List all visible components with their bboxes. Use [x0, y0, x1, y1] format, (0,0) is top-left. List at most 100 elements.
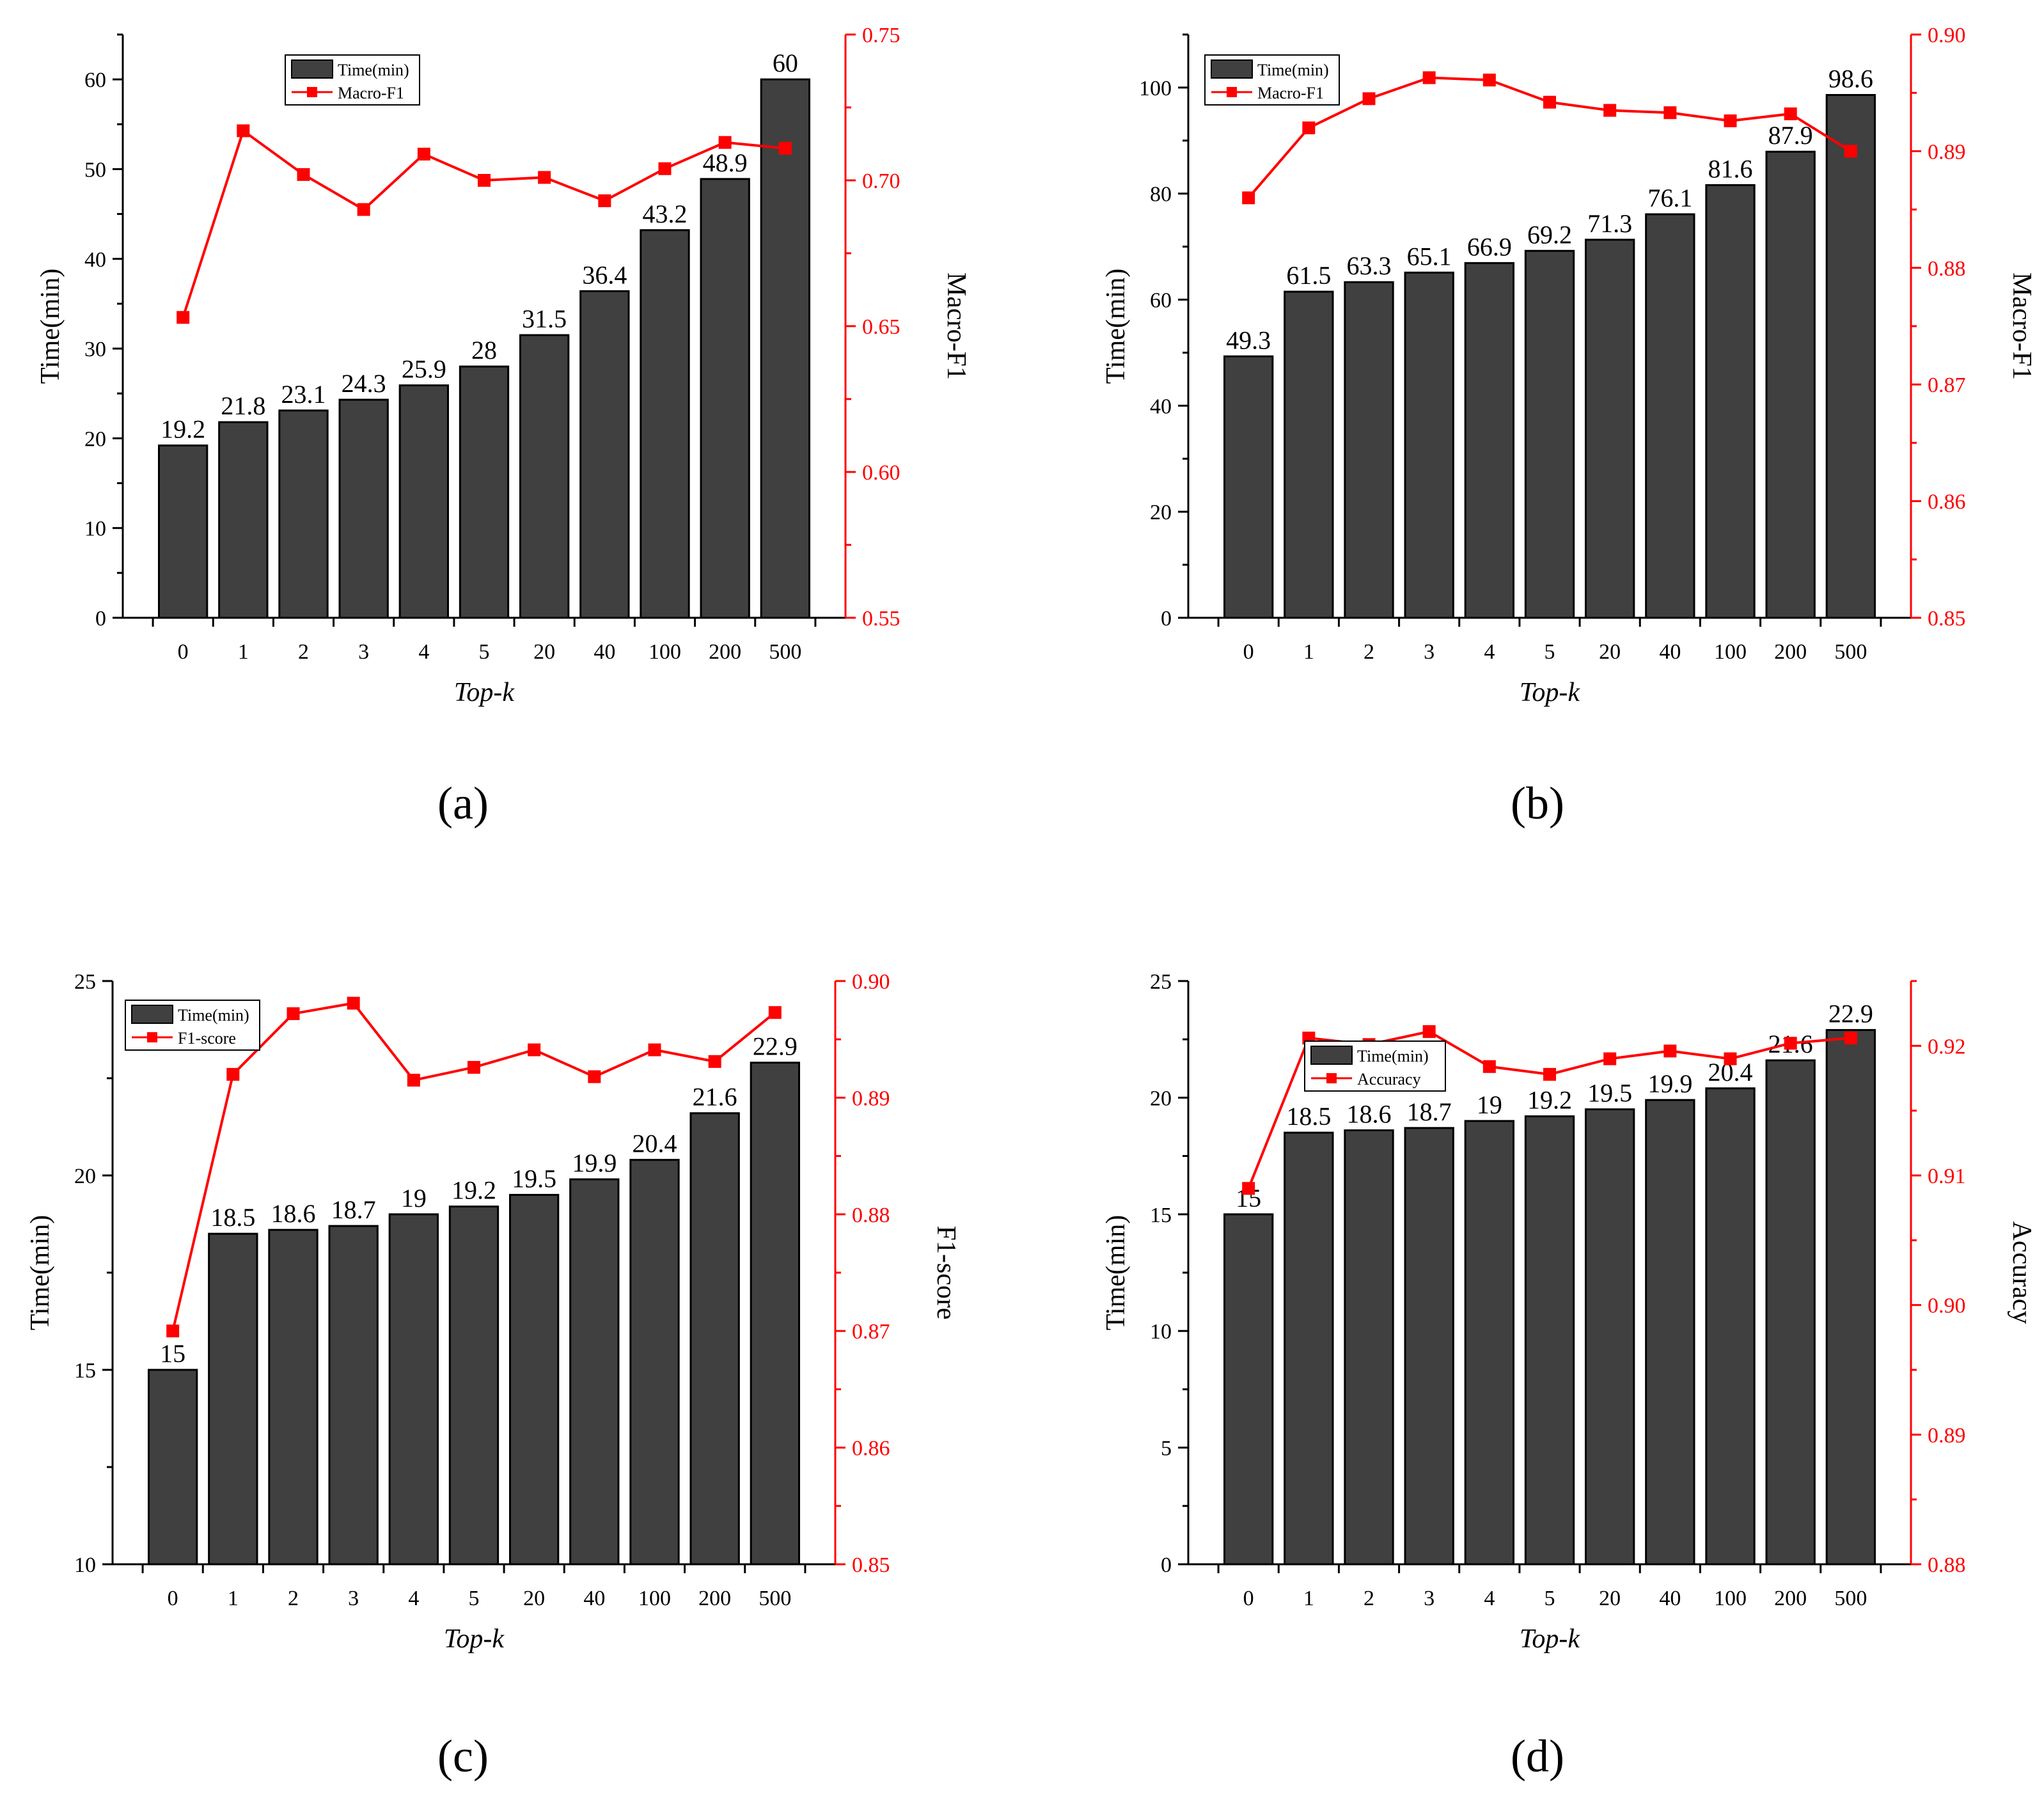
y2-tick-label: 0.86 — [1928, 491, 1966, 514]
x-tick-label: 3 — [358, 640, 369, 664]
line-point — [1603, 104, 1617, 117]
bar-value-label: 19.5 — [512, 1164, 556, 1193]
x-tick-label: 20 — [533, 640, 555, 664]
bar — [218, 421, 269, 619]
line-point — [538, 171, 551, 184]
x-tick-label: 20 — [1599, 640, 1621, 664]
bar-value-label: 21.8 — [221, 391, 265, 420]
bar — [569, 1178, 620, 1566]
legend-line-marker — [1227, 87, 1237, 97]
bar-value-label: 19.2 — [161, 415, 205, 444]
line-point — [1724, 114, 1737, 127]
bar — [1765, 1059, 1816, 1566]
line-point — [598, 194, 611, 207]
legend-bar-label: Time(min) — [1257, 61, 1329, 79]
x-axis-title: Top-k — [1520, 1624, 1580, 1654]
x-tick-label: 40 — [583, 1587, 605, 1610]
y-tick-label: 60 — [1150, 289, 1172, 313]
legend: Time(min) F1-score — [125, 1000, 260, 1051]
x-tick-label: 200 — [709, 640, 741, 664]
bar-value-label: 98.6 — [1828, 65, 1873, 93]
bar-value-label: 81.6 — [1708, 154, 1753, 183]
x-tick-label: 4 — [408, 1587, 419, 1610]
line-point — [1844, 1032, 1857, 1045]
x-tick-label: 3 — [1424, 1587, 1435, 1610]
bar-value-label: 18.5 — [210, 1203, 255, 1232]
bar-value-label: 19.9 — [572, 1149, 617, 1177]
y2-tick-label: 0.90 — [1928, 24, 1966, 47]
y2-tick-label: 0.88 — [1928, 257, 1966, 281]
line-point — [1302, 121, 1316, 134]
bar-value-label: 87.9 — [1768, 121, 1813, 150]
bar-value-label: 18.6 — [271, 1199, 316, 1228]
y-tick-label: 80 — [1150, 183, 1172, 207]
bar — [158, 444, 208, 619]
bar — [459, 365, 510, 619]
bar — [579, 290, 630, 619]
x-tick-label: 0 — [1243, 1587, 1254, 1610]
x-tick-label: 20 — [1599, 1587, 1621, 1610]
bar — [398, 384, 450, 619]
line-point — [1543, 1067, 1556, 1081]
x-tick-label: 100 — [649, 640, 681, 664]
line-point — [718, 136, 732, 149]
legend-bar-swatch — [1310, 1046, 1353, 1065]
bar-value-label: 28 — [471, 336, 497, 365]
line-point — [1724, 1052, 1737, 1065]
line-point — [297, 168, 310, 181]
bar-value-label: 71.3 — [1587, 209, 1632, 238]
bar — [388, 1213, 439, 1566]
legend-line-label: Macro-F1 — [1257, 84, 1324, 102]
chart-panel-d: 1518.518.618.71919.219.519.920.421.622.9… — [1101, 970, 2036, 1782]
y-tick-label: 10 — [74, 1553, 96, 1577]
bar-value-label: 18.7 — [1407, 1097, 1452, 1126]
y2-tick-label: 0.70 — [862, 169, 900, 193]
y-tick-label: 30 — [84, 338, 106, 361]
y2-tick-label: 0.88 — [852, 1204, 890, 1227]
bar — [1585, 1108, 1635, 1566]
bar — [689, 1112, 740, 1566]
bar — [328, 1225, 379, 1566]
bar-value-label: 76.1 — [1647, 184, 1692, 212]
legend-line-label: F1-score — [178, 1029, 236, 1048]
bar — [1645, 213, 1695, 619]
line-point — [166, 1324, 180, 1338]
bar — [338, 398, 389, 619]
bar — [268, 1229, 318, 1566]
x-tick-label: 200 — [1774, 1587, 1807, 1610]
chart-panel-b: 49.3 61.5 63.3 65.1 66.9 69.2 71.3 76.1 81.6 87.9… — [1101, 24, 2036, 829]
y2-axis-title: Accuracy — [2007, 1221, 2036, 1324]
x-tick-label: 0 — [178, 640, 189, 664]
bar — [448, 1205, 499, 1566]
line-point — [478, 174, 491, 187]
x-tick-label: 4 — [1484, 640, 1495, 664]
x-tick-label: 500 — [769, 640, 801, 664]
y2-tick-label: 0.85 — [852, 1553, 890, 1577]
y2-tick-label: 0.85 — [1928, 607, 1966, 631]
legend-bar-swatch — [1211, 59, 1253, 79]
line-point — [528, 1043, 541, 1056]
bar-value-label: 31.5 — [522, 304, 567, 333]
y-tick-label: 15 — [1150, 1204, 1172, 1227]
y-tick-label: 15 — [74, 1359, 96, 1383]
y2-tick-label: 0.86 — [852, 1437, 890, 1461]
bar — [1524, 249, 1575, 619]
x-tick-label: 0 — [168, 1587, 178, 1610]
bar-value-label: 23.1 — [281, 380, 326, 409]
legend-bar-label: Time(min) — [178, 1006, 249, 1025]
line-point — [768, 1006, 782, 1019]
bar — [1524, 1115, 1575, 1566]
x-tick-label: 1 — [1303, 640, 1314, 664]
x-tick-label: 500 — [759, 1587, 791, 1610]
line-point — [407, 1074, 420, 1087]
line-point — [357, 203, 370, 216]
y2-tick-label: 0.89 — [1928, 140, 1966, 164]
y2-tick-label: 0.87 — [852, 1320, 890, 1344]
line-point — [1784, 107, 1797, 121]
y2-tick-label: 0.75 — [862, 24, 900, 47]
x-tick-label: 100 — [1714, 640, 1747, 664]
y-tick-label: 0 — [1161, 607, 1172, 631]
line-point — [1362, 92, 1376, 106]
bar-value-label: 69.2 — [1527, 220, 1572, 249]
x-axis-title: Top-k — [1520, 678, 1580, 707]
